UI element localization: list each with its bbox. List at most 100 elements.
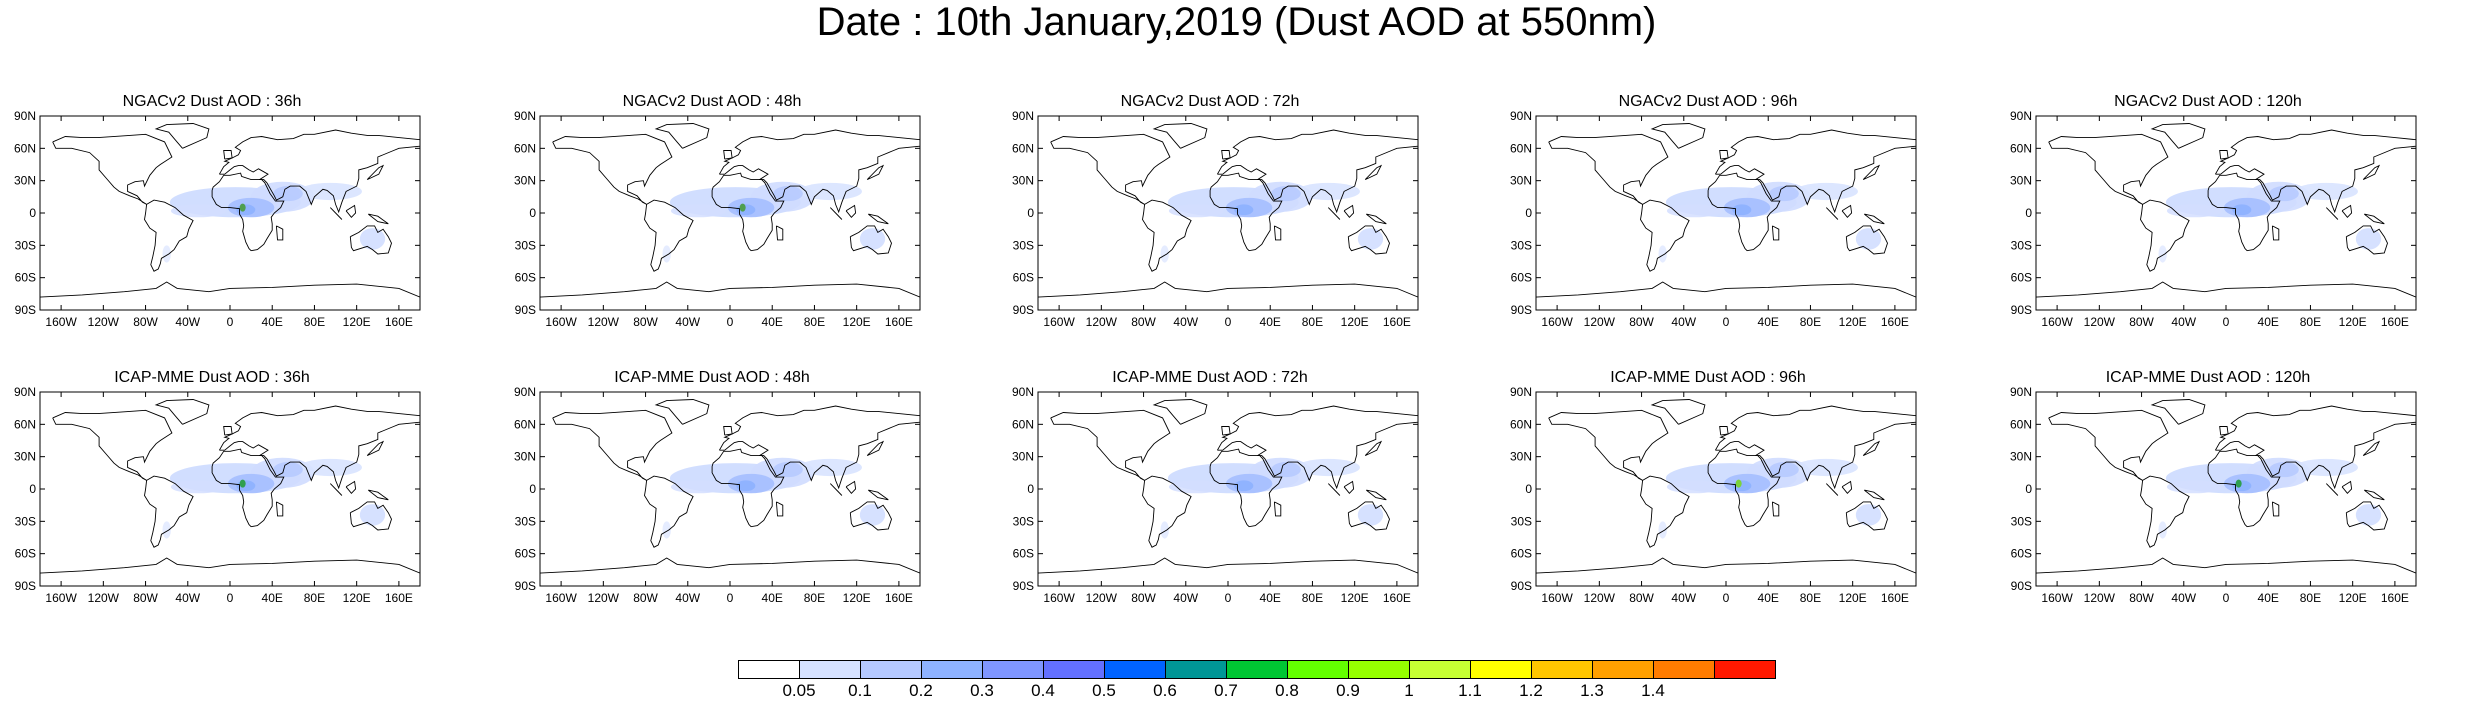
lon-label: 160W [1541, 591, 1573, 605]
lat-label: 60S [1013, 271, 1034, 285]
colorbar-label: 0.2 [909, 681, 933, 700]
lon-label: 160W [545, 591, 577, 605]
coastline [719, 129, 920, 214]
dust-plume [798, 182, 862, 201]
colorbar-label: 0.4 [1031, 681, 1055, 700]
dust-plume [1234, 204, 1254, 216]
dust-plume [1160, 245, 1169, 263]
coastline [775, 501, 784, 517]
coastline [1366, 489, 1387, 501]
dust-plume [162, 245, 171, 263]
world-map: 90N 60N 30N 0 30S 60S 90S 160W 120W 80W 40W 0 40E 80E… [1012, 385, 1419, 605]
lat-label: 60S [2011, 271, 2032, 285]
colorbar-swatch [1226, 660, 1288, 679]
dust-plume [298, 182, 362, 201]
lon-label: 0 [727, 591, 734, 605]
coastline [52, 409, 173, 481]
coastline [2325, 483, 2339, 496]
coastline [1343, 480, 1355, 494]
lat-label: 60N [514, 417, 536, 431]
lon-label: 40W [2171, 591, 2196, 605]
coastline [1364, 164, 1383, 181]
dust-plume [273, 186, 303, 202]
dust-plume [1168, 480, 1224, 494]
lon-label: 120E [343, 315, 371, 329]
coastline [1548, 133, 1669, 205]
lat-label: 30S [2011, 238, 2032, 252]
lon-label: 40E [1758, 315, 1779, 329]
lon-label: 80E [1302, 591, 1323, 605]
coastline [211, 172, 285, 252]
lon-label: 80W [633, 591, 658, 605]
dust-plume [2232, 204, 2252, 216]
lon-label: 0 [2223, 591, 2230, 605]
dust-plume [1794, 182, 1858, 201]
world-map: 90N 60N 30N 0 30S 60S 90S 160W 120W 80W 40W 0 40E 80E… [1012, 109, 1419, 329]
lon-label: 120W [88, 315, 120, 329]
lon-label: 160W [1043, 591, 1075, 605]
lon-label: 0 [1723, 315, 1730, 329]
lat-label: 90S [1013, 579, 1034, 593]
lon-label: 120E [843, 315, 871, 329]
lat-label: 30S [1511, 514, 1532, 528]
coastline [1707, 448, 1781, 528]
lat-label: 60N [2010, 141, 2032, 155]
coastline [644, 199, 694, 272]
colorbar-swatch [1043, 660, 1105, 679]
dust-plume [2158, 521, 2167, 539]
lon-label: 120W [1086, 315, 1118, 329]
coastline [1273, 225, 1282, 241]
lon-label: 0 [227, 315, 234, 329]
coastline [1327, 483, 1341, 496]
coastline [2048, 409, 2169, 481]
lat-label: 0 [1027, 206, 1034, 220]
lon-label: 80E [1800, 591, 1821, 605]
coastline [2341, 204, 2353, 218]
coastline [329, 483, 343, 496]
lon-label: 160E [385, 315, 413, 329]
colorbar-label: 0.7 [1214, 681, 1238, 700]
dust-plume [1658, 521, 1667, 539]
lat-label: 90N [14, 385, 36, 399]
lat-label: 90S [515, 579, 536, 593]
dust-plume [2158, 245, 2167, 263]
lat-label: 0 [1525, 482, 1532, 496]
coastline [866, 164, 885, 181]
lat-label: 90S [1511, 303, 1532, 317]
lon-label: 120W [88, 591, 120, 605]
lon-label: 80E [1800, 315, 1821, 329]
lat-label: 90N [2010, 385, 2032, 399]
dust-plume [2269, 462, 2299, 478]
lat-label: 0 [29, 206, 36, 220]
lon-label: 80W [1629, 315, 1654, 329]
colorbar-label: 1.4 [1641, 681, 1665, 700]
panel-title: ICAP-MME Dust AOD : 36h [114, 369, 310, 386]
colorbar-label: 1 [1404, 681, 1414, 700]
coastline [1845, 225, 1888, 255]
lat-label: 0 [29, 482, 36, 496]
coastline [1862, 440, 1881, 457]
lon-label: 40W [675, 591, 700, 605]
lon-label: 80W [633, 315, 658, 329]
map-panel: ICAP-MME Dust AOD : 120h 90N 60N 30N 0 30S 60S… [1996, 368, 2420, 608]
colorbar-swatch [1165, 660, 1227, 679]
coastline [1209, 448, 1283, 528]
dust-plume [670, 480, 726, 494]
lon-label: 40W [675, 315, 700, 329]
lat-label: 60N [1510, 141, 1532, 155]
dust-plume [2166, 480, 2222, 494]
map-panel: ICAP-MME Dust AOD : 48h 90N 60N 30N 0 30S 60S 9… [500, 368, 924, 608]
dust-plume [1769, 186, 1799, 202]
dust-peak [739, 203, 746, 212]
coastline [2048, 133, 2169, 205]
lon-label: 160E [885, 591, 913, 605]
lon-label: 120E [2339, 591, 2367, 605]
lon-label: 80E [304, 591, 325, 605]
panel-title: ICAP-MME Dust AOD : 72h [1112, 369, 1308, 386]
coastline [144, 199, 194, 272]
colorbar-swatch [1653, 660, 1715, 679]
lon-label: 40W [1173, 315, 1198, 329]
coastline [2362, 440, 2381, 457]
coastline [2140, 199, 2190, 272]
coastline [2219, 426, 2229, 436]
